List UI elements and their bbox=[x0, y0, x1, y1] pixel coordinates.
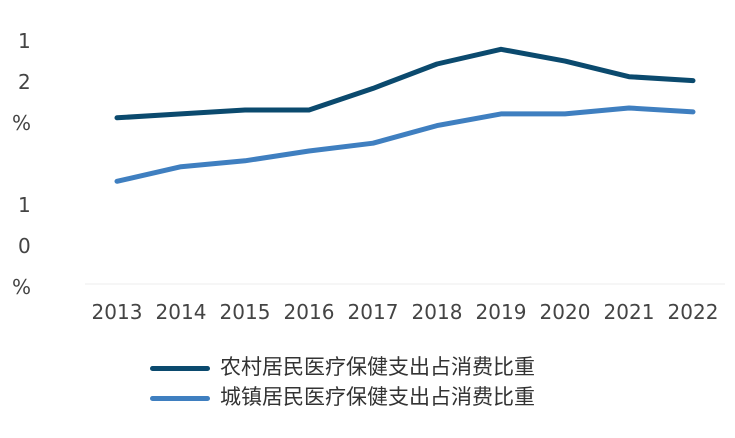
legend: 农村居民医疗保健支出占消费比重 城镇居民医疗保健支出占消费比重 bbox=[150, 352, 570, 412]
x-tick-label-2014: 2014 bbox=[156, 300, 207, 324]
x-tick-label-2020: 2020 bbox=[540, 300, 591, 324]
legend-label-rural: 农村居民医疗保健支出占消费比重 bbox=[220, 355, 535, 379]
legend-swatch-urban bbox=[150, 395, 210, 401]
legend-label-urban: 城镇居民医疗保健支出占消费比重 bbox=[220, 385, 535, 409]
y-tick-10-line-2: 0 bbox=[18, 234, 31, 258]
x-tick-label-2021: 2021 bbox=[604, 300, 655, 324]
y-tick-10-line-3: % bbox=[12, 275, 31, 299]
x-tick-label-2019: 2019 bbox=[476, 300, 527, 324]
x-tick-label-2018: 2018 bbox=[412, 300, 463, 324]
series-lines bbox=[114, 46, 696, 184]
y-tick-label-10: 1 0 % bbox=[12, 193, 37, 299]
series-line-0 bbox=[114, 46, 696, 121]
y-axis: 1 2 % 1 0 % bbox=[12, 29, 37, 299]
line-chart: 1 2 % 1 0 % 2013 2014 2015 2016 2017 2018 2019… bbox=[12, 29, 725, 324]
y-tick-12-line-2: 2 bbox=[18, 70, 31, 94]
y-tick-label-12: 1 2 % bbox=[12, 29, 37, 135]
y-tick-12-line-1: 1 bbox=[18, 29, 31, 53]
x-tick-label-2017: 2017 bbox=[348, 300, 399, 324]
series-line-1 bbox=[114, 105, 696, 184]
legend-item-urban: 城镇居民医疗保健支出占消费比重 bbox=[150, 385, 535, 409]
x-axis-tick-labels: 2013 2014 2015 2016 2017 2018 2019 2020 2021 2022 bbox=[92, 300, 719, 324]
y-tick-10-line-1: 1 bbox=[18, 193, 31, 217]
y-tick-12-line-3: % bbox=[12, 111, 31, 135]
x-tick-label-2022: 2022 bbox=[668, 300, 719, 324]
x-tick-label-2016: 2016 bbox=[284, 300, 335, 324]
x-tick-label-2015: 2015 bbox=[220, 300, 271, 324]
legend-swatch-rural bbox=[150, 365, 210, 371]
x-tick-label-2013: 2013 bbox=[92, 300, 143, 324]
legend-item-rural: 农村居民医疗保健支出占消费比重 bbox=[150, 355, 535, 379]
